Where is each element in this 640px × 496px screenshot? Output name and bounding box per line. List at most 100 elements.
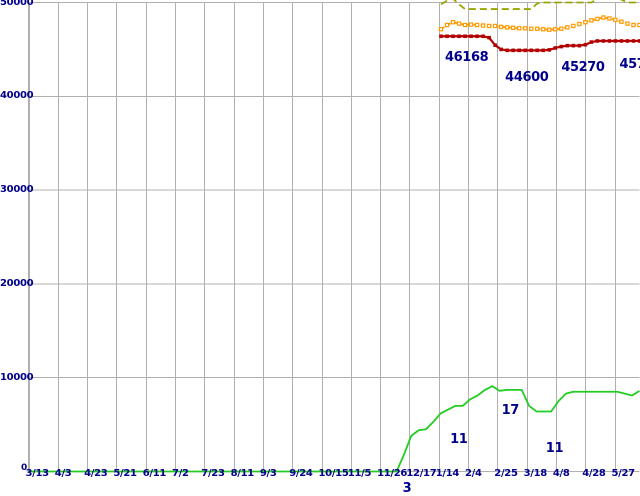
series-marker [578, 22, 581, 25]
series-marker [608, 17, 611, 20]
series-marker [439, 28, 442, 31]
series-marker [596, 39, 600, 43]
x-axis-tick-label: 11/5 [348, 468, 371, 479]
series-marker [439, 34, 443, 38]
series-marker [626, 39, 630, 43]
series-marker [475, 34, 479, 38]
data-point-label: 45780 [619, 57, 640, 72]
x-axis-tick-label: 6/11 [143, 468, 166, 479]
series-marker [488, 24, 491, 27]
y-axis-tick-label: 40000 [0, 90, 27, 101]
series-marker [553, 46, 557, 50]
x-axis-tick-label: 3/13 [26, 468, 49, 479]
series-marker [445, 34, 449, 38]
series-marker [547, 48, 551, 52]
series-marker [584, 21, 587, 24]
series-marker [512, 26, 515, 29]
series-orange-dashed-series [439, 16, 640, 31]
series-marker [463, 23, 466, 26]
data-point-label: 3 [403, 481, 412, 496]
series-marker [626, 22, 629, 25]
series-marker [493, 43, 497, 47]
series-marker [511, 49, 515, 53]
x-axis-tick-label: 10/15 [319, 468, 349, 479]
y-axis-tick-label: 50000 [0, 0, 27, 8]
series-marker [590, 40, 594, 44]
series-path [29, 386, 640, 471]
data-point-label: 11 [546, 441, 563, 456]
x-axis-tick-label: 9/24 [289, 468, 312, 479]
series-marker [523, 49, 527, 53]
series-marker [572, 24, 575, 27]
x-axis-tick-label: 8/11 [231, 468, 254, 479]
series-marker [451, 34, 455, 38]
data-point-label: 45270 [561, 60, 604, 75]
series-marker [542, 28, 545, 31]
x-axis-tick-label: 5/27 [612, 468, 635, 479]
series-marker [469, 23, 472, 26]
x-axis-tick-label: 3/18 [524, 468, 547, 479]
x-axis-tick-label: 1/14 [436, 468, 459, 479]
x-axis-tick-label: 12/17 [406, 468, 436, 479]
series-marker [596, 17, 599, 20]
series-marker [469, 34, 473, 38]
series-marker [529, 49, 533, 53]
series-marker [566, 44, 570, 48]
series-marker [632, 39, 636, 43]
series-marker [506, 26, 509, 29]
x-axis-tick-label: 7/2 [172, 468, 189, 479]
data-point-label: 46168 [445, 50, 488, 65]
x-axis-tick-label: 4/3 [55, 468, 72, 479]
series-marker [614, 18, 617, 21]
series-marker [548, 28, 551, 31]
data-point-label: 11 [450, 432, 467, 447]
y-axis-tick-label: 20000 [0, 278, 27, 289]
series-path [441, 0, 640, 9]
series-marker [524, 27, 527, 30]
series-marker [499, 48, 503, 52]
series-olive-dashed-series [441, 0, 640, 9]
series-marker [620, 39, 624, 43]
data-point-label: 17 [502, 403, 519, 418]
series-marker [457, 34, 461, 38]
y-axis-tick-label: 30000 [0, 184, 27, 195]
series-marker [445, 23, 448, 26]
series-marker [517, 49, 521, 53]
series-marker [566, 26, 569, 29]
x-axis-tick-label: 4/8 [553, 468, 570, 479]
series-marker [530, 27, 533, 30]
series-marker [482, 24, 485, 27]
x-axis-tick-label: 4/23 [84, 468, 107, 479]
data-point-label: 44600 [505, 70, 548, 85]
series-marker [475, 23, 478, 26]
series-marker [536, 27, 539, 30]
series-marker [541, 49, 545, 53]
series-marker [457, 22, 460, 25]
series-marker [602, 16, 605, 19]
x-axis-tick-label: 5/21 [113, 468, 136, 479]
series-marker [632, 23, 635, 26]
series-marker [614, 39, 618, 43]
series-marker [463, 34, 467, 38]
series-marker [590, 19, 593, 22]
series-marker [608, 39, 612, 43]
series-marker [572, 44, 576, 48]
series-marker [500, 25, 503, 28]
series-green-series [29, 386, 640, 471]
series-marker [535, 49, 539, 53]
series-marker [487, 36, 491, 40]
series-marker [494, 24, 497, 27]
series-marker [584, 43, 588, 47]
series-marker [560, 45, 564, 49]
series-marker [602, 39, 606, 43]
x-axis-tick-label: 2/25 [494, 468, 517, 479]
series-marker [451, 21, 454, 24]
series-marker [505, 49, 509, 53]
series-marker [578, 44, 582, 48]
x-axis-tick-label: 11/26 [377, 468, 407, 479]
y-axis-tick-label: 10000 [0, 372, 27, 383]
series-marker [518, 27, 521, 30]
x-axis-tick-label: 2/4 [465, 468, 482, 479]
series-marker [560, 27, 563, 30]
